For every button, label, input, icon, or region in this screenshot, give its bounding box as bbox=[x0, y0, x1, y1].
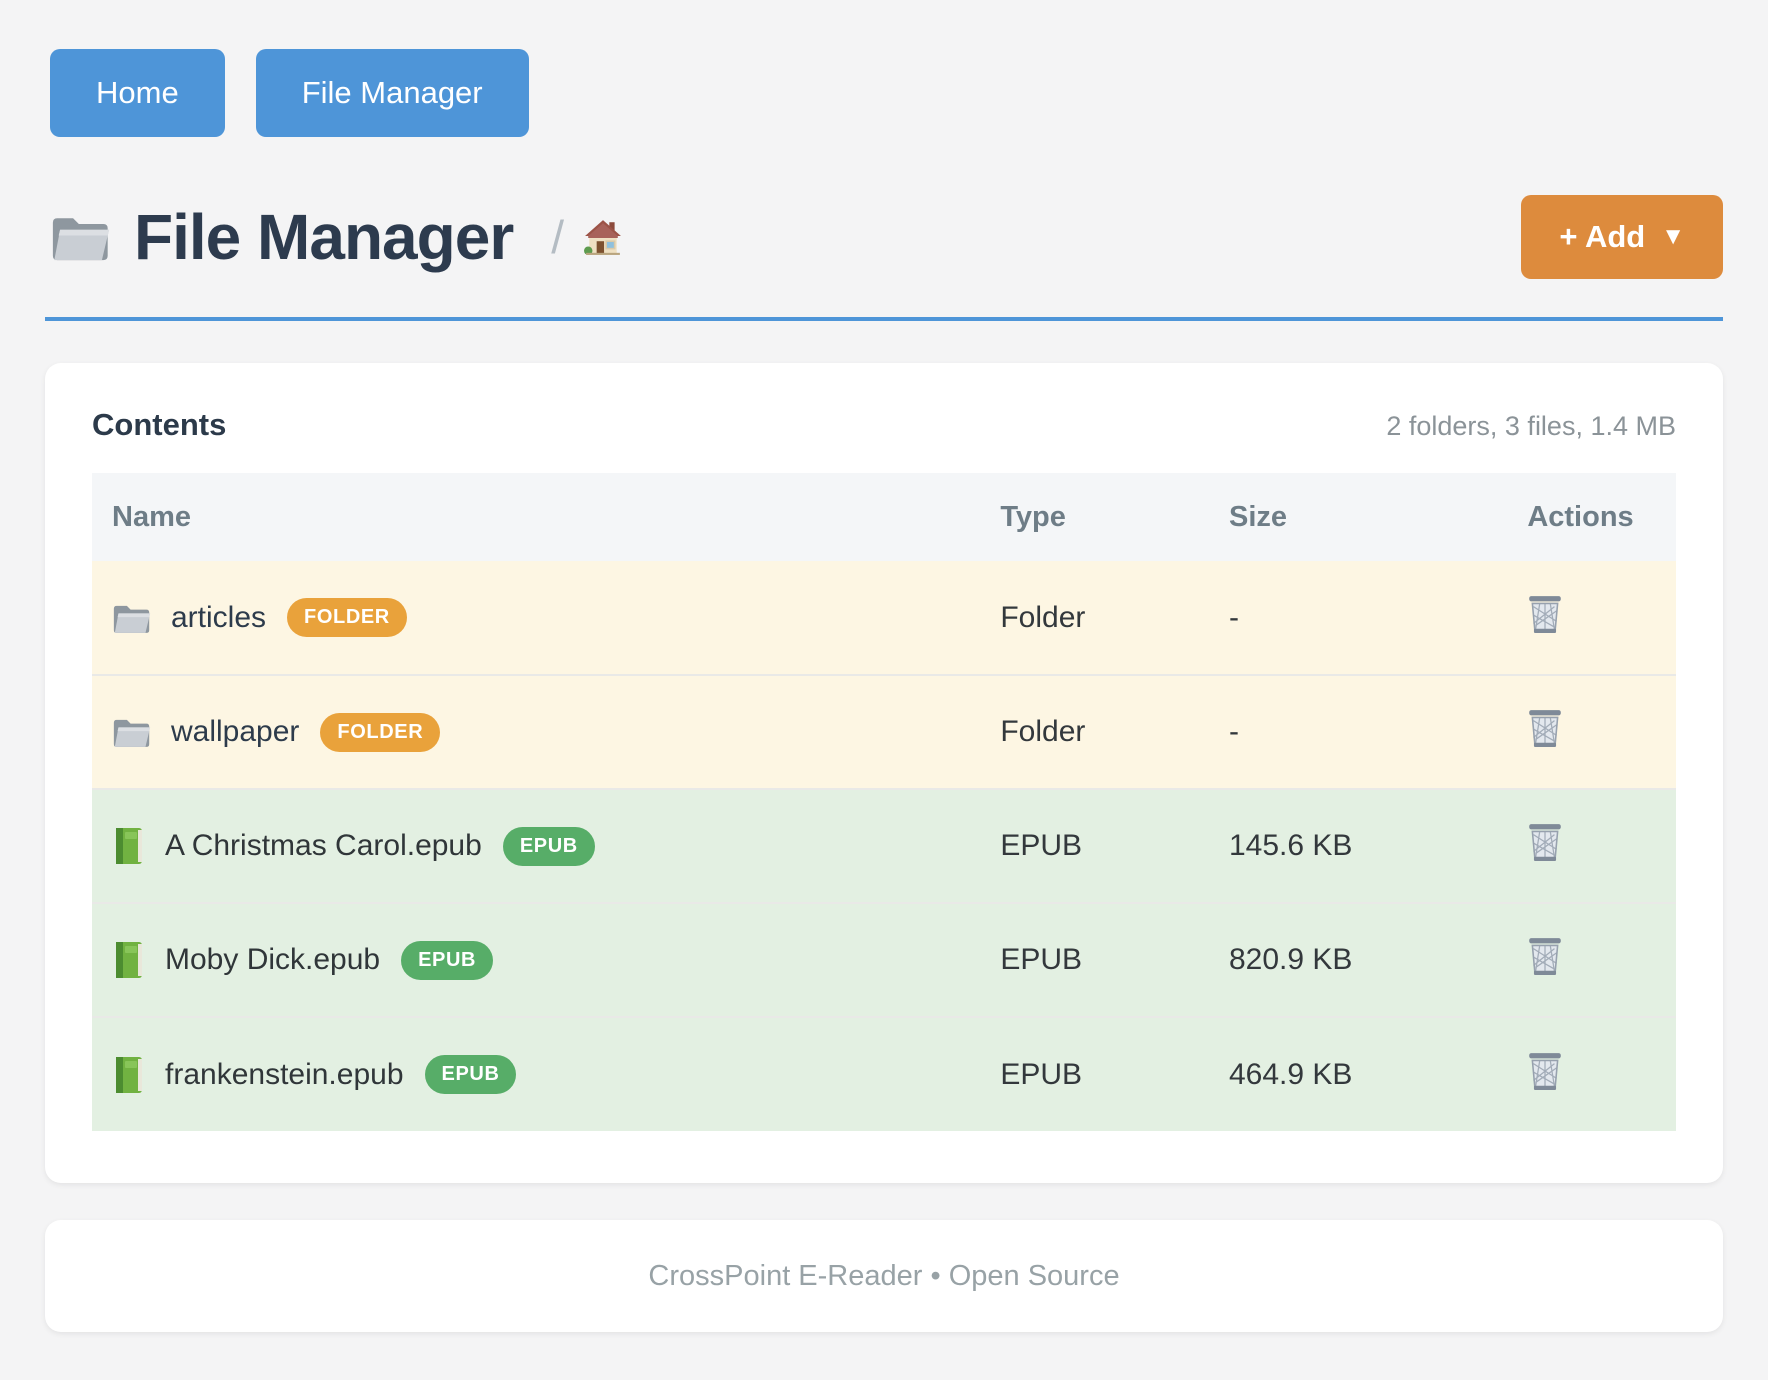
row-type: EPUB bbox=[1000, 902, 1229, 1017]
trash-icon bbox=[1528, 594, 1562, 634]
row-badge: EPUB bbox=[502, 826, 595, 866]
row-name-cell: A Christmas Carol.epub EPUB bbox=[112, 826, 1000, 866]
green-book-icon bbox=[116, 1056, 142, 1093]
column-header-type: Type bbox=[1000, 473, 1229, 561]
row-name-cell: articles FOLDER bbox=[112, 598, 1000, 637]
trash-icon bbox=[1528, 709, 1562, 748]
column-header-name: Name bbox=[92, 473, 1001, 561]
contents-summary: 2 folders, 3 files, 1.4 MB bbox=[1386, 411, 1676, 441]
folder-icon bbox=[113, 605, 151, 633]
row-type: Folder bbox=[1000, 674, 1229, 789]
page-title: File Manager bbox=[134, 201, 514, 273]
add-button-label: + Add bbox=[1559, 219, 1646, 254]
table-row: articles FOLDER Folder - bbox=[92, 561, 1676, 675]
trash-icon bbox=[1528, 1051, 1562, 1091]
row-name-cell: Moby Dick.epub EPUB bbox=[112, 940, 1000, 980]
trash-icon bbox=[1528, 937, 1562, 976]
file-table: Name Type Size Actions articles FOLDER F… bbox=[92, 473, 1676, 1131]
house-icon[interactable] bbox=[584, 218, 622, 256]
folder-icon bbox=[52, 218, 110, 261]
row-type: Folder bbox=[1000, 600, 1086, 634]
footer-text: CrossPoint E-Reader • Open Source bbox=[648, 1259, 1120, 1292]
delete-button[interactable] bbox=[1527, 594, 1563, 634]
table-row: Moby Dick.epub EPUB EPUB 820.9 KB bbox=[92, 902, 1676, 1017]
row-badge: FOLDER bbox=[287, 598, 407, 637]
row-name-cell: frankenstein.epub EPUB bbox=[112, 1055, 1000, 1094]
row-size: - bbox=[1228, 674, 1528, 789]
breadcrumb-separator: / bbox=[551, 211, 564, 263]
row-size: 820.9 KB bbox=[1228, 902, 1528, 1017]
row-name-label[interactable]: articles bbox=[171, 600, 267, 634]
folder-icon bbox=[113, 719, 151, 747]
row-type: EPUB bbox=[1000, 1016, 1229, 1131]
file-manager-button[interactable]: File Manager bbox=[255, 49, 529, 137]
row-name-label[interactable]: A Christmas Carol.epub bbox=[165, 829, 482, 862]
delete-button[interactable] bbox=[1527, 1051, 1563, 1091]
row-name-label[interactable]: Moby Dick.epub bbox=[165, 943, 381, 976]
table-row: frankenstein.epub EPUB EPUB 464.9 KB bbox=[92, 1016, 1676, 1131]
contents-heading: Contents bbox=[92, 407, 227, 442]
top-navigation: Home File Manager bbox=[0, 0, 1768, 137]
header-divider bbox=[45, 317, 1723, 321]
trash-icon bbox=[1528, 823, 1562, 862]
delete-button[interactable] bbox=[1527, 708, 1563, 748]
row-size: 464.9 KB bbox=[1228, 1016, 1528, 1131]
footer-card: CrossPoint E-Reader • Open Source bbox=[45, 1220, 1723, 1332]
file-table-header: Name Type Size Actions bbox=[92, 473, 1676, 561]
file-table-body: articles FOLDER Folder - wallpaper FOLDE… bbox=[92, 561, 1676, 1131]
column-header-size: Size bbox=[1228, 473, 1528, 561]
chevron-down-icon: ▼ bbox=[1661, 223, 1685, 250]
row-size: 145.6 KB bbox=[1228, 788, 1528, 903]
row-badge: FOLDER bbox=[320, 712, 441, 752]
green-book-icon bbox=[116, 828, 142, 864]
contents-card-header: Contents 2 folders, 3 files, 1.4 MB bbox=[92, 407, 1676, 443]
column-header-actions: Actions bbox=[1527, 473, 1676, 561]
row-name-label[interactable]: wallpaper bbox=[171, 715, 300, 748]
row-name-cell: wallpaper FOLDER bbox=[112, 712, 1000, 752]
row-name-label[interactable]: frankenstein.epub bbox=[165, 1057, 404, 1091]
add-button[interactable]: + Add ▼ bbox=[1521, 195, 1723, 279]
row-badge: EPUB bbox=[401, 940, 494, 980]
contents-card: Contents 2 folders, 3 files, 1.4 MB Name… bbox=[45, 363, 1723, 1183]
page-header: File Manager / + Add ▼ bbox=[50, 195, 1723, 279]
row-size: - bbox=[1228, 600, 1239, 634]
green-book-icon bbox=[116, 942, 142, 978]
table-row: A Christmas Carol.epub EPUB EPUB 145.6 K… bbox=[92, 788, 1676, 903]
home-button[interactable]: Home bbox=[50, 49, 225, 137]
delete-button[interactable] bbox=[1527, 822, 1563, 862]
delete-button[interactable] bbox=[1527, 936, 1563, 976]
row-type: EPUB bbox=[1000, 788, 1229, 903]
table-row: wallpaper FOLDER Folder - bbox=[92, 674, 1676, 789]
row-badge: EPUB bbox=[424, 1055, 517, 1094]
